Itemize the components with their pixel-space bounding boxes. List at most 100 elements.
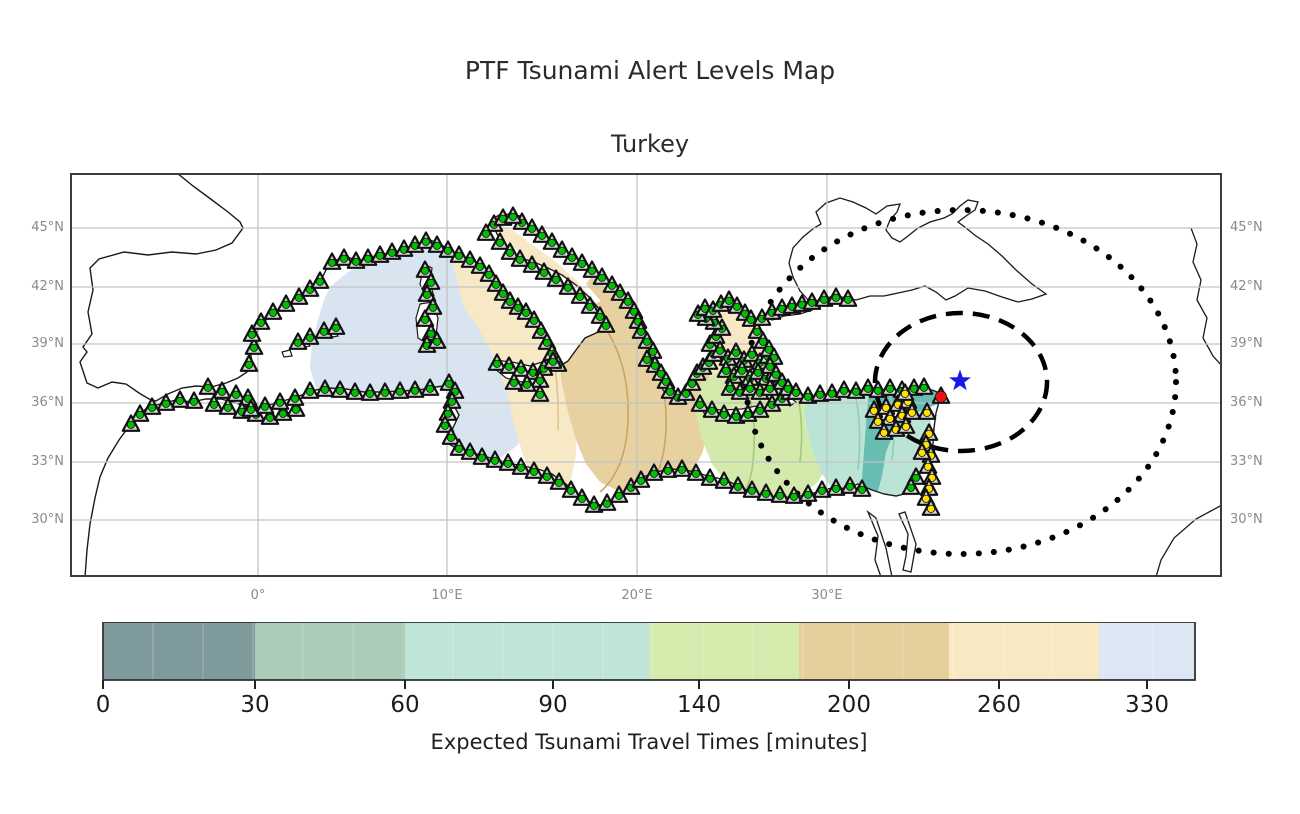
poi-marker [902,402,922,420]
poi-marker [552,240,572,258]
poi-marker [460,250,480,268]
map-canvas [70,173,1222,577]
poi-marker [740,378,760,396]
poi-marker [714,471,734,489]
poi-marker [300,381,320,399]
alert-radius-dotted [743,207,1179,557]
poi-marker [756,483,776,501]
figure-title: PTF Tsunami Alert Levels Map [464,56,836,85]
poi-marker [728,476,748,494]
poi-marker [255,396,275,414]
poi-marker [334,248,354,266]
poi-marker [561,480,581,498]
poi-marker [672,459,692,477]
poi-marker [531,321,551,339]
poi-marker [522,218,542,236]
poi-marker [912,442,932,460]
poi-marker [524,310,544,328]
colorbar-tick-label: 0 [96,692,111,718]
poi-marker [702,400,722,418]
epicenter-star [949,369,971,391]
poi-marker [130,404,150,422]
poi-marker [326,317,346,335]
lat-label-right: 45°N [1230,220,1263,235]
enclosed-seas [762,197,1222,577]
poi-marker [212,381,232,399]
lon-label: 10°E [431,588,463,603]
lat-label-right: 30°N [1230,512,1263,527]
poi-marker [156,393,176,411]
poi-marker [285,388,305,406]
poi-marker [270,392,290,410]
poi-marker [438,240,458,258]
poi-marker [802,292,822,310]
colorbar-tick-label: 260 [977,692,1021,718]
poi-marker [602,275,622,293]
poi-marker [516,302,536,320]
alert-radius-circles [743,207,1179,557]
poi-marker [914,377,934,395]
colorbar-tick-label: 90 [538,692,567,718]
poi-marker [485,450,505,468]
poi-marker [241,399,261,417]
poi-marker [610,283,630,301]
persian-gulf [1155,504,1222,577]
poi-marker [198,377,218,395]
poi-marker [720,378,740,396]
poi-marker [838,289,858,307]
poi-marker [814,289,834,307]
poi-marker [435,415,455,433]
lat-label-left: 42°N [31,279,64,294]
poi-marker [546,269,566,287]
poi-marker [500,242,520,260]
poi-marker [360,383,380,401]
poi-marker [710,340,730,358]
poi-marker [415,309,435,327]
lat-label-right: 42°N [1230,279,1263,294]
poi-marker [511,359,531,377]
poi-marker [476,223,496,241]
poi-marker [532,225,552,243]
poi-marker [895,383,915,401]
poi-marker [798,484,818,502]
poi-marker [644,463,664,481]
lon-label: 20°E [621,588,653,603]
poi-marker [714,404,734,422]
colorbar-tick-label: 60 [390,692,419,718]
poi-marker [242,324,262,342]
poi-marker [580,296,600,314]
country-subtitle: Turkey [610,130,690,158]
poi-marker [490,232,510,250]
poi-marker [427,331,447,349]
poi-marker [609,485,629,503]
poi-marker [310,271,330,289]
poi-marker [184,391,204,409]
poi-marker [121,414,141,432]
poi-marker [901,477,921,495]
poi-marker [511,457,531,475]
poi-marker [420,378,440,396]
poi-marker [479,264,499,282]
colorbar-segment [649,622,799,680]
colorbar-segment [949,622,1099,680]
poi-marker [498,453,518,471]
colorbar-title: Expected Tsunami Travel Times [minutes] [430,730,868,754]
poi-marker [375,382,395,400]
poi-marker [345,382,365,400]
poi-marker [524,461,544,479]
poi-marker [658,460,678,478]
poi-marker [537,466,557,484]
poi-marker [572,488,592,506]
poi-marker [549,472,569,490]
poi-marker [880,378,900,396]
poi-marker [330,380,350,398]
poi-marker [244,337,264,355]
poi-marker [727,296,747,314]
lat-label-right: 33°N [1230,454,1263,469]
map-frame [70,173,1222,577]
poi-marker [487,353,507,371]
poi-marker [204,394,224,412]
lat-label-left: 36°N [31,395,64,410]
poi-marker [472,447,492,465]
poi-marker [896,416,916,434]
